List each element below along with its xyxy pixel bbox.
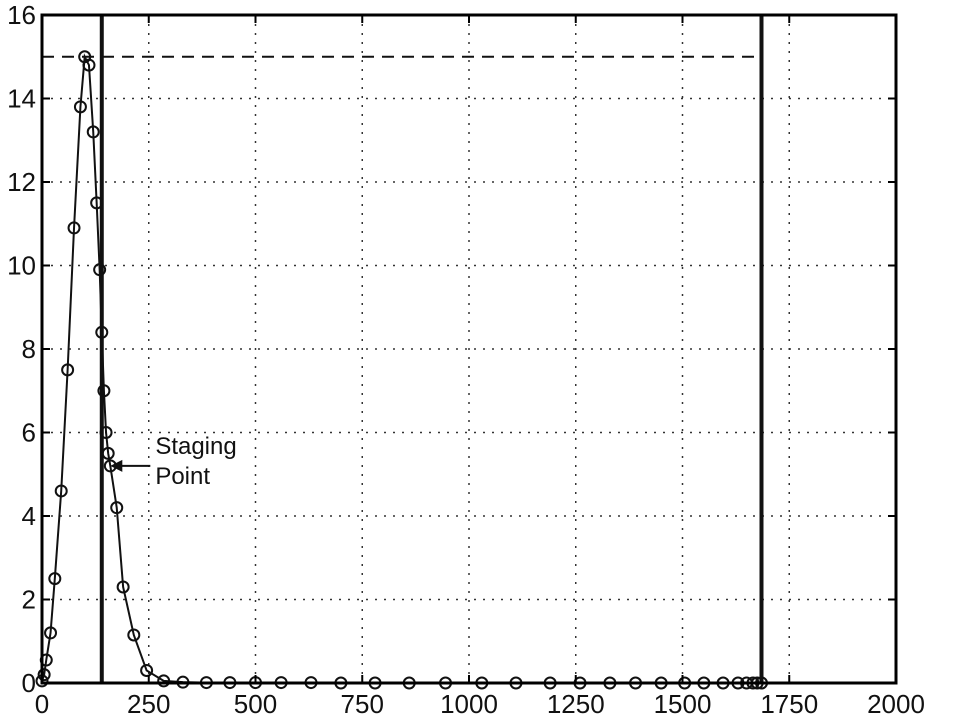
data-point bbox=[95, 325, 109, 339]
y-tick-label: 8 bbox=[22, 334, 36, 364]
x-tick-label: 1250 bbox=[547, 689, 605, 719]
y-tick-label: 0 bbox=[22, 668, 36, 698]
data-series bbox=[35, 50, 768, 690]
data-point bbox=[127, 628, 141, 642]
data-point bbox=[67, 221, 81, 235]
data-point bbox=[73, 100, 87, 114]
data-point bbox=[82, 58, 96, 72]
data-point bbox=[110, 501, 124, 515]
x-tick-label: 750 bbox=[341, 689, 384, 719]
data-point bbox=[116, 580, 130, 594]
data-point bbox=[99, 426, 113, 439]
data-point bbox=[157, 674, 171, 688]
y-tick-label: 10 bbox=[7, 251, 36, 281]
y-tick-label: 14 bbox=[7, 84, 36, 114]
y-tick-label: 6 bbox=[22, 418, 36, 448]
x-tick-label: 2000 bbox=[867, 689, 925, 719]
staging-point-annotation: Staging Point bbox=[110, 433, 237, 490]
data-point bbox=[37, 668, 51, 682]
data-point bbox=[54, 484, 68, 498]
series-line bbox=[41, 53, 762, 684]
x-tick-label: 1750 bbox=[760, 689, 818, 719]
data-point bbox=[90, 196, 104, 210]
y-tick-label: 4 bbox=[22, 501, 36, 531]
tick-labels: 0 250 500 750 1000 1250 1500 1750 2000 0 2 4 6 8 10 12 1… bbox=[7, 0, 925, 719]
data-point bbox=[61, 363, 75, 377]
data-point bbox=[97, 384, 111, 398]
reference-lines bbox=[42, 15, 764, 683]
y-tick-label: 16 bbox=[7, 0, 36, 30]
x-tick-label: 500 bbox=[234, 689, 277, 719]
y-tick-label: 2 bbox=[22, 585, 36, 615]
annotation-text: Staging bbox=[155, 433, 236, 460]
data-point bbox=[48, 572, 62, 586]
data-point bbox=[140, 663, 154, 677]
data-point bbox=[86, 125, 100, 139]
data-point bbox=[101, 446, 115, 460]
x-tick-label: 250 bbox=[127, 689, 170, 719]
x-tick-label: 1500 bbox=[654, 689, 712, 719]
x-tick-label: 1000 bbox=[440, 689, 498, 719]
annotation-text: Point bbox=[155, 463, 210, 490]
data-point bbox=[44, 626, 58, 640]
data-point bbox=[93, 263, 107, 277]
annotation-arrowhead bbox=[110, 459, 123, 472]
y-tick-label: 12 bbox=[7, 167, 36, 197]
grid-lines bbox=[42, 15, 896, 683]
x-tick-label: 0 bbox=[35, 689, 49, 719]
